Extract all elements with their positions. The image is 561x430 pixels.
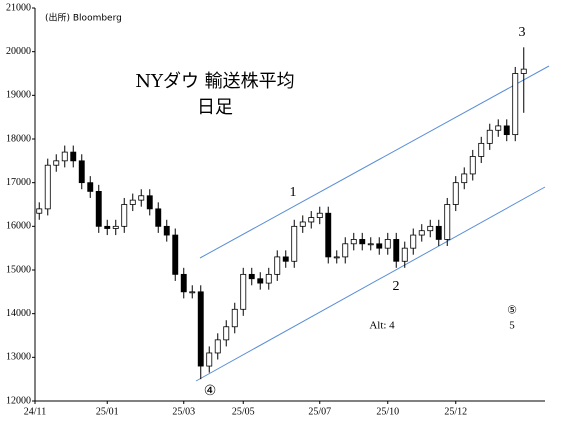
candle-body	[435, 225, 442, 240]
candle-body	[231, 308, 238, 328]
y-tick-label: 19000	[6, 90, 31, 101]
candle-body	[418, 230, 425, 236]
wave-label: ④	[204, 384, 217, 399]
candle-body	[486, 129, 493, 144]
y-tick-label: 18000	[6, 133, 31, 144]
candle-body	[427, 225, 434, 232]
candle-body	[197, 291, 204, 367]
x-tick-label: 24/11	[24, 406, 46, 417]
x-tick-label: 25/07	[308, 406, 331, 417]
candle-body	[248, 273, 255, 280]
y-tick-label: 16000	[6, 221, 31, 232]
wave-label: ⑤	[507, 305, 517, 317]
candle-body	[325, 212, 332, 258]
candle-body	[359, 239, 366, 245]
candle-body	[36, 208, 43, 214]
candle-body	[146, 195, 153, 210]
y-tick-label: 15000	[6, 264, 31, 275]
y-tick-label: 14000	[6, 308, 31, 319]
candle-body	[104, 225, 111, 229]
wave-label: 5	[509, 320, 515, 332]
chart-title: NYダウ 輸送株平均	[135, 71, 294, 92]
candle-body	[61, 151, 68, 162]
x-tick-label: 25/05	[232, 406, 255, 417]
candle-body	[214, 339, 221, 354]
candle-body	[138, 195, 145, 201]
candle-body	[512, 73, 519, 136]
candle-body	[155, 208, 162, 227]
candle-body	[223, 326, 230, 341]
candle-body	[53, 160, 60, 166]
candle-body	[333, 256, 340, 259]
alt-label: Alt: 4	[369, 320, 395, 332]
candle-body	[316, 212, 323, 219]
candle-body	[172, 234, 179, 275]
x-tick-label: 25/01	[96, 406, 119, 417]
candle-body	[444, 204, 451, 240]
wave-label: 3	[519, 25, 526, 40]
y-tick-label: 17000	[6, 177, 31, 188]
candle-body	[163, 225, 170, 236]
y-tick-label: 12000	[6, 395, 31, 406]
candle-body	[87, 182, 94, 192]
candle-body	[308, 217, 315, 223]
candle-body	[376, 243, 383, 249]
y-tick-label: 20000	[6, 46, 31, 57]
candle-body	[367, 243, 374, 246]
candle-body	[44, 164, 51, 210]
wave-label: 1	[290, 185, 297, 200]
candle-body	[478, 142, 485, 157]
candle-body	[520, 68, 527, 74]
candle-body	[342, 243, 349, 258]
candle-body	[78, 160, 85, 184]
candle-body	[274, 256, 281, 275]
candle-body	[265, 273, 272, 284]
candle-body	[401, 247, 408, 262]
candle-body	[291, 225, 298, 262]
candle-body	[282, 256, 289, 262]
candle-body	[95, 190, 102, 227]
candle-body	[469, 156, 476, 175]
candle-body	[384, 239, 391, 249]
channel-upper	[199, 65, 550, 259]
candle-body	[180, 273, 187, 293]
wave-label: 2	[393, 279, 400, 294]
y-tick-label: 21000	[6, 2, 31, 13]
candle-body	[503, 125, 510, 136]
candle-body	[240, 273, 247, 310]
candle-body	[461, 173, 468, 184]
candle-body	[206, 352, 213, 367]
x-tick-label: 25/12	[444, 406, 467, 417]
candle-body	[452, 182, 459, 205]
candle-body	[350, 239, 357, 245]
candle-body	[70, 151, 77, 162]
candle-body	[189, 291, 196, 294]
x-tick-label: 25/03	[172, 406, 195, 417]
candle-body	[129, 199, 136, 205]
candle-body	[112, 225, 119, 229]
candle-body	[299, 221, 306, 227]
candle-body	[393, 239, 400, 262]
y-tick-label: 13000	[6, 352, 31, 363]
candle-body	[257, 278, 264, 284]
candle-body	[121, 204, 128, 227]
candle-body	[495, 125, 502, 131]
candle-body	[410, 234, 417, 249]
x-tick-label: 25/10	[376, 406, 399, 417]
source: (出所) Bloomberg	[45, 12, 122, 24]
chart-subtitle: 日足	[197, 97, 233, 118]
channel-lower	[195, 186, 546, 382]
